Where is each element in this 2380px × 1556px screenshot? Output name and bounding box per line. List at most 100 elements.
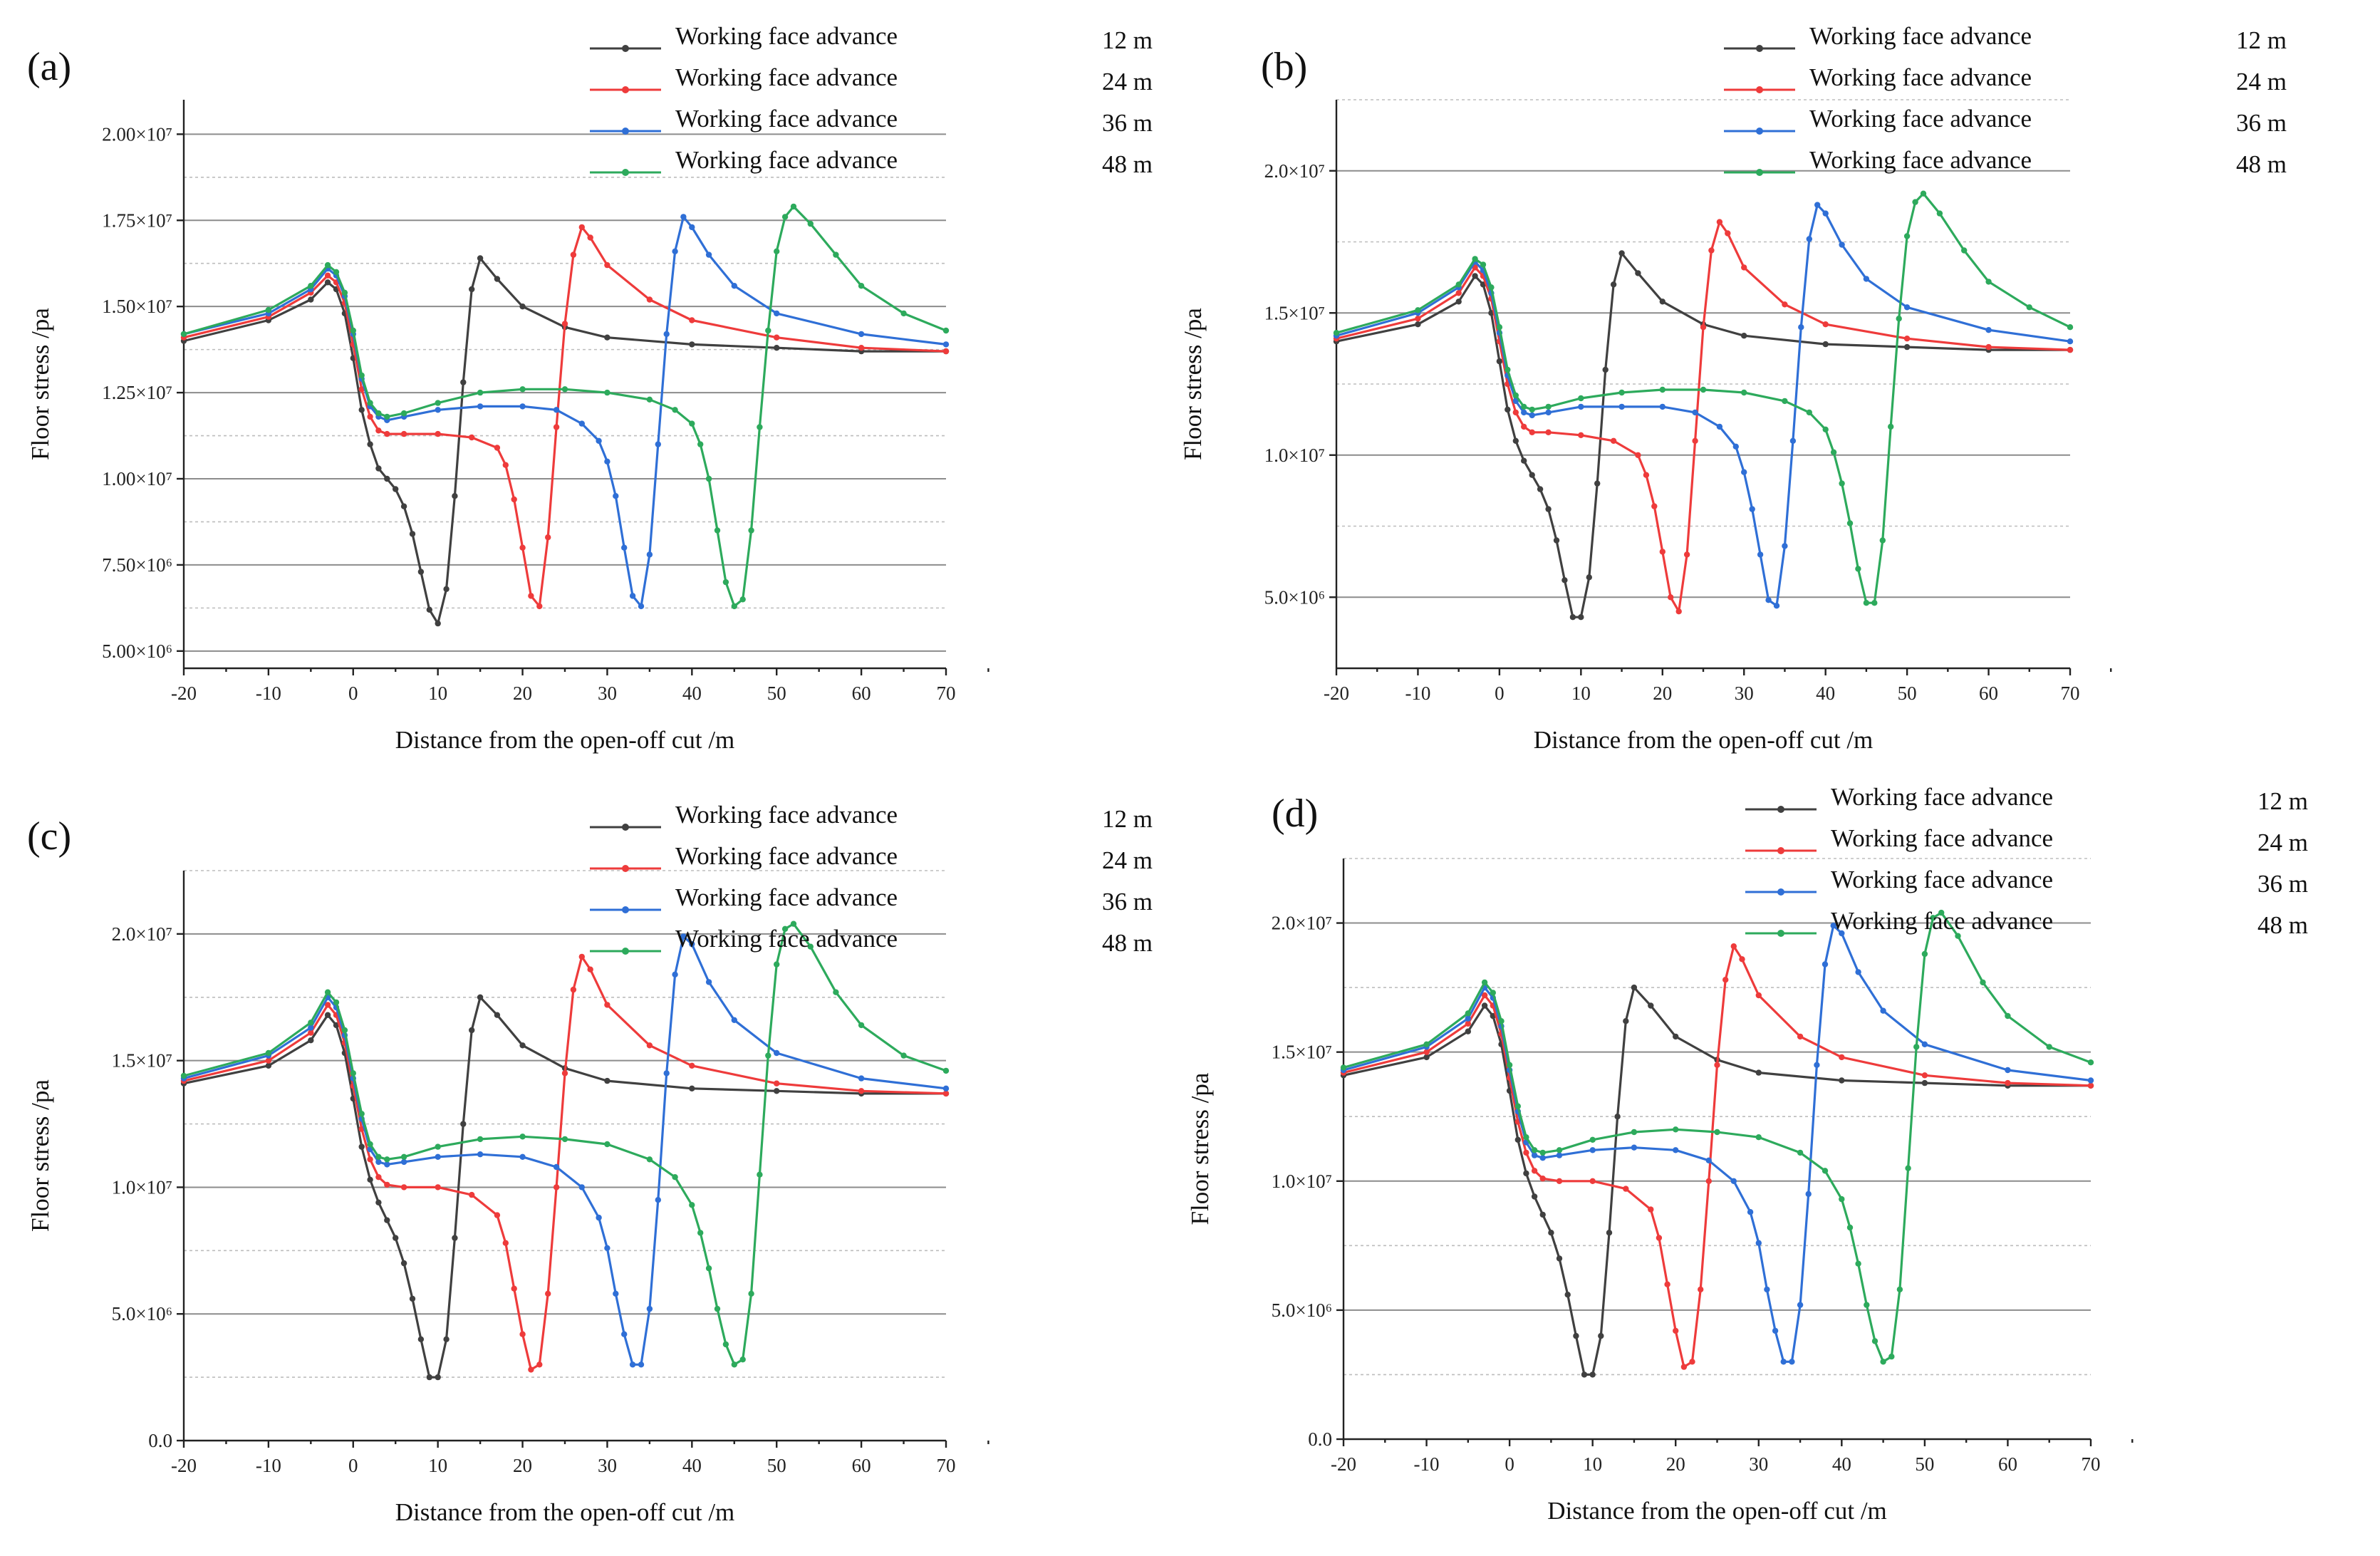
x-tick-label: 0	[348, 683, 358, 704]
data-point	[900, 1052, 907, 1059]
data-point	[1545, 429, 1552, 435]
data-point	[1985, 279, 1992, 285]
data-point	[858, 283, 865, 289]
data-point	[646, 296, 653, 303]
data-point	[705, 1265, 712, 1272]
data-point	[519, 403, 526, 410]
legend-entry: Working face advance 36 m	[590, 883, 1153, 916]
data-point	[1556, 1147, 1563, 1153]
x-tick-label: 60	[1979, 683, 1998, 704]
data-point	[689, 317, 695, 323]
data-point	[858, 1022, 865, 1029]
y-tick-label: 5.0×10⁶	[1264, 586, 1325, 608]
data-point	[180, 331, 187, 338]
data-point	[1589, 1178, 1596, 1185]
data-point	[494, 445, 501, 451]
panel-a: 5.00×10⁶ 7.50×10⁶ 1.00×10⁷ 1.25×10⁷ 1.50×10⁷…	[26, 22, 1153, 754]
data-point	[570, 986, 577, 993]
data-point	[1539, 1211, 1546, 1218]
data-point	[774, 1080, 780, 1086]
data-point	[1539, 1155, 1546, 1161]
data-point	[384, 475, 390, 482]
data-point	[1505, 366, 1511, 373]
data-point	[452, 1235, 458, 1241]
data-point	[1797, 1302, 1804, 1308]
data-point	[477, 389, 484, 396]
data-point	[1561, 577, 1568, 584]
data-point	[519, 386, 526, 393]
legend-entry: Working face advance 12 m	[590, 22, 1153, 54]
data-point	[1643, 472, 1650, 478]
data-point	[1521, 409, 1527, 416]
legend-label: Working face advance	[1831, 907, 2053, 935]
legend-entry: Working face advance 24 m	[590, 63, 1153, 95]
data-point	[714, 1305, 721, 1312]
legend-label: Working face advance	[1831, 866, 2053, 893]
series-line	[183, 205, 947, 608]
legend-marker	[1777, 847, 1784, 854]
data-point	[672, 407, 678, 413]
data-point	[1631, 1144, 1638, 1151]
data-point	[1569, 614, 1576, 621]
data-point	[375, 465, 382, 472]
data-point	[1705, 1157, 1712, 1164]
data-point	[1673, 1327, 1679, 1334]
data-point	[435, 400, 441, 406]
data-point	[469, 434, 475, 441]
y-tick-label: 1.50×10⁷	[102, 296, 172, 317]
data-point	[1797, 1033, 1804, 1040]
data-point	[528, 1366, 534, 1373]
data-point	[308, 1025, 314, 1031]
data-point	[435, 620, 441, 627]
x-tick-label: 0	[348, 1455, 358, 1476]
data-point	[1871, 1338, 1878, 1344]
data-point	[1529, 429, 1535, 435]
data-point	[1863, 276, 1870, 282]
legend-advance: 24 m	[2236, 68, 2287, 95]
data-point	[324, 272, 331, 279]
data-point	[629, 593, 636, 599]
data-point	[1465, 1020, 1471, 1027]
data-point	[536, 1362, 543, 1368]
legend-label: Working face advance	[1831, 824, 2053, 852]
data-point	[1545, 506, 1552, 512]
data-point	[1822, 210, 1829, 217]
panel-label: (d)	[1272, 792, 1318, 836]
data-point	[1521, 457, 1527, 464]
legend-advance: 12 m	[2257, 787, 2308, 815]
series-line	[183, 923, 947, 1366]
data-point	[1523, 1134, 1529, 1141]
data-point	[358, 407, 365, 413]
data-point	[1839, 1054, 1845, 1061]
data-point	[384, 430, 390, 437]
data-point	[1805, 1191, 1812, 1198]
data-point	[1864, 1302, 1870, 1308]
data-point	[2046, 1044, 2052, 1050]
x-tick-label: -10	[1414, 1453, 1440, 1475]
data-point	[265, 1062, 272, 1069]
data-point	[1589, 1371, 1596, 1378]
legend-label: Working face advance	[675, 146, 898, 174]
data-point	[561, 321, 568, 327]
x-tick-label: 60	[852, 1455, 871, 1476]
data-point	[2005, 1067, 2011, 1074]
x-tick-label: 0	[1505, 1453, 1514, 1475]
data-point	[1537, 486, 1544, 492]
data-point	[1936, 210, 1943, 217]
series-48m	[1340, 909, 2094, 1365]
x-tick-label: 70	[2061, 683, 2080, 704]
data-point	[578, 420, 585, 427]
data-point	[596, 437, 602, 444]
y-tick-label: 1.25×10⁷	[102, 382, 172, 403]
data-point	[1814, 202, 1821, 208]
legend-entry: Working face advance 48 m	[590, 146, 1153, 178]
data-point	[1755, 1069, 1762, 1076]
data-point	[1855, 1260, 1861, 1267]
data-point	[1529, 472, 1535, 478]
data-point	[1512, 437, 1519, 444]
legend-advance: 48 m	[2236, 150, 2287, 178]
x-tick-label: -20	[171, 683, 197, 704]
data-point	[604, 1077, 610, 1084]
data-point	[942, 348, 950, 355]
data-point	[1340, 1064, 1347, 1071]
